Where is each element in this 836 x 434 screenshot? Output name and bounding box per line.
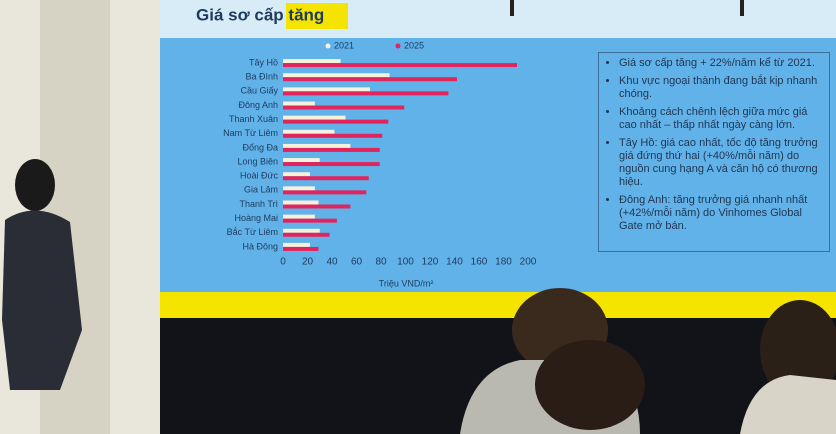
x-tick-label: 140 bbox=[446, 257, 463, 268]
note: Khoảng cách chênh lệch giữa mức giá cao … bbox=[619, 106, 823, 132]
y-tick-label: Ba Đình bbox=[245, 72, 278, 82]
bar bbox=[283, 190, 367, 195]
bar bbox=[283, 87, 370, 92]
note: Đông Anh: tăng trưởng giá nhanh nhất (+4… bbox=[619, 194, 823, 233]
x-tick-label: 200 bbox=[520, 257, 537, 268]
audience-head bbox=[535, 340, 645, 430]
y-tick-label: Đông Anh bbox=[238, 100, 278, 110]
note: Tây Hồ: giá cao nhất, tốc độ tăng trưởng… bbox=[619, 137, 823, 189]
frame bbox=[510, 0, 514, 16]
bar bbox=[283, 162, 380, 167]
slide-header bbox=[160, 0, 836, 38]
bar bbox=[283, 101, 315, 106]
bar bbox=[283, 133, 383, 138]
bar bbox=[283, 59, 341, 64]
slide-band bbox=[160, 292, 836, 318]
x-tick-label: 180 bbox=[495, 257, 512, 268]
presenter-body bbox=[2, 210, 82, 390]
note: Khu vực ngoại thành đang bắt kịp nhanh c… bbox=[619, 75, 823, 101]
frame bbox=[740, 0, 744, 16]
y-tick-label: Hà Đông bbox=[242, 241, 278, 251]
y-tick-label: Tây Hồ bbox=[249, 57, 278, 67]
y-tick-label: Thanh Trì bbox=[239, 199, 278, 209]
y-tick-label: Hoàng Mai bbox=[234, 213, 278, 223]
x-tick-label: 20 bbox=[302, 257, 314, 268]
bar bbox=[283, 63, 517, 68]
bar bbox=[283, 200, 319, 205]
x-tick-label: 120 bbox=[422, 257, 439, 268]
bar bbox=[283, 186, 315, 191]
bar bbox=[283, 77, 457, 82]
notes-box: Giá sơ cấp tăng + 22%/năm kể từ 2021. Khu… bbox=[598, 52, 830, 252]
legend-swatch bbox=[325, 43, 331, 49]
y-tick-label: Hoài Đức bbox=[240, 171, 279, 181]
bar bbox=[283, 246, 319, 251]
bar bbox=[283, 147, 380, 152]
x-tick-label: 40 bbox=[326, 257, 338, 268]
bar bbox=[283, 105, 405, 110]
x-tick-label: 80 bbox=[375, 257, 387, 268]
bar bbox=[283, 129, 335, 134]
bar bbox=[283, 228, 320, 233]
title-highlight bbox=[286, 3, 348, 29]
audience-body bbox=[740, 375, 836, 434]
y-tick-label: Thanh Xuân bbox=[229, 114, 278, 124]
y-tick-label: Bắc Từ Liêm bbox=[227, 227, 278, 237]
bar bbox=[283, 115, 346, 120]
y-tick-label: Cầu Giấy bbox=[240, 86, 278, 96]
legend-swatch bbox=[395, 43, 401, 49]
bar bbox=[283, 176, 369, 181]
bar bbox=[283, 214, 315, 219]
bar bbox=[283, 158, 320, 163]
slide bbox=[160, 0, 836, 300]
x-tick-label: 60 bbox=[351, 257, 363, 268]
legend-label: 2025 bbox=[404, 40, 424, 50]
x-tick-label: 0 bbox=[280, 257, 286, 268]
bar bbox=[283, 204, 351, 209]
y-tick-label: Nam Từ Liêm bbox=[223, 128, 278, 138]
note: Giá sơ cấp tăng + 22%/năm kể từ 2021. bbox=[619, 57, 823, 70]
presenter-head bbox=[15, 159, 55, 211]
bar bbox=[283, 172, 310, 177]
chart-title: Giá sơ cấp tăng bbox=[196, 5, 324, 24]
bar bbox=[283, 73, 390, 78]
notes-list: Giá sơ cấp tăng + 22%/năm kể từ 2021. Khu… bbox=[607, 57, 823, 233]
bar bbox=[283, 242, 310, 247]
bar bbox=[283, 91, 449, 96]
y-tick-label: Đống Đa bbox=[242, 142, 278, 152]
legend-label: 2021 bbox=[334, 40, 354, 50]
y-tick-label: Gia Lâm bbox=[244, 185, 278, 195]
x-tick-label: 160 bbox=[471, 257, 488, 268]
x-tick-label: 100 bbox=[397, 257, 414, 268]
bar bbox=[283, 232, 330, 237]
bar bbox=[283, 218, 337, 223]
audience-head bbox=[760, 300, 836, 400]
x-axis-label: Triệu VND/m² bbox=[379, 278, 434, 288]
bar bbox=[283, 119, 389, 124]
bar bbox=[283, 143, 351, 148]
y-tick-label: Long Biên bbox=[237, 156, 278, 166]
